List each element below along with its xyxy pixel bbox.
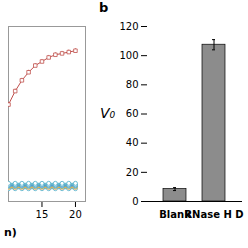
svg-text:120: 120 bbox=[119, 21, 138, 32]
html-text:n): n) bbox=[4, 226, 17, 239]
svg-text:Blank: Blank bbox=[159, 208, 191, 220]
svg-text:40: 40 bbox=[126, 137, 139, 148]
svg-text:RNase H D: RNase H D bbox=[184, 209, 243, 220]
svg-text:V₀: V₀ bbox=[100, 105, 116, 121]
svg-text:15: 15 bbox=[36, 209, 49, 220]
svg-text:20: 20 bbox=[69, 209, 82, 220]
svg-text:20: 20 bbox=[126, 167, 139, 178]
svg-text:60: 60 bbox=[126, 108, 139, 119]
svg-text:100: 100 bbox=[119, 50, 138, 61]
html-text:b: b bbox=[99, 0, 109, 15]
svg-text:80: 80 bbox=[126, 79, 139, 90]
svg-text:0: 0 bbox=[132, 196, 138, 207]
